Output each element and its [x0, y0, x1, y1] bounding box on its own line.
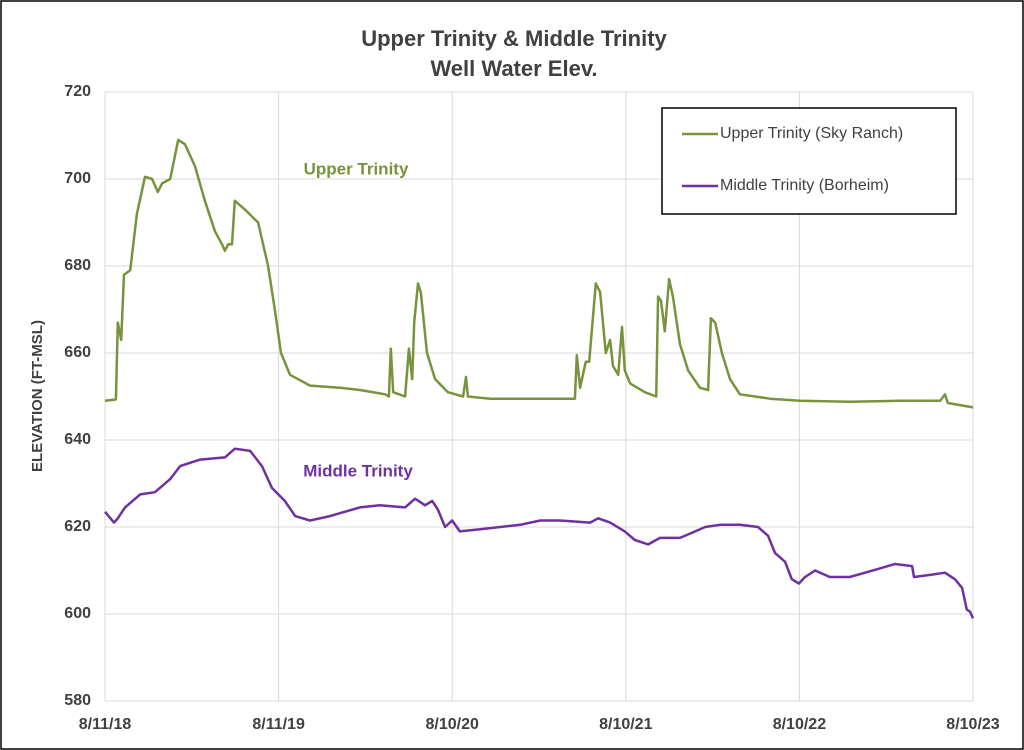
- x-tick-label: 8/10/23: [946, 716, 999, 733]
- y-tick-label: 720: [64, 83, 91, 100]
- x-tick-label: 8/10/20: [426, 716, 479, 733]
- legend-label: Middle Trinity (Borheim): [720, 177, 889, 194]
- y-tick-label: 680: [64, 257, 91, 274]
- chart-title: Upper Trinity & Middle Trinity: [361, 26, 667, 51]
- y-tick-label: 600: [64, 605, 91, 622]
- annotation: Middle Trinity: [303, 461, 413, 480]
- y-axis-label: ELEVATION (FT-MSL): [29, 320, 46, 472]
- x-tick-label: 8/11/19: [252, 716, 305, 733]
- y-tick-label: 620: [64, 518, 91, 535]
- legend-label: Upper Trinity (Sky Ranch): [720, 125, 903, 142]
- y-tick-label: 580: [64, 692, 91, 709]
- y-tick-label: 700: [64, 170, 91, 187]
- series-line: [104, 447, 975, 619]
- x-tick-label: 8/10/22: [773, 716, 826, 733]
- annotation: Upper Trinity: [304, 159, 409, 178]
- y-tick-label: 660: [64, 344, 91, 361]
- chart-subtitle: Well Water Elev.: [430, 56, 597, 81]
- x-tick-label: 8/11/18: [79, 716, 132, 733]
- y-tick-label: 640: [64, 431, 91, 448]
- legend-box: [661, 107, 957, 215]
- series-line: [104, 138, 974, 409]
- x-tick-label: 8/10/21: [599, 716, 652, 733]
